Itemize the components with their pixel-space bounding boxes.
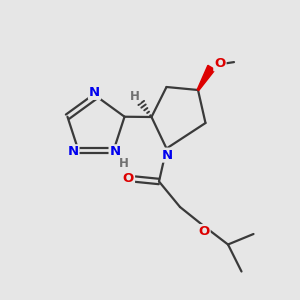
Polygon shape <box>197 65 215 91</box>
Text: O: O <box>123 172 134 185</box>
Text: N: N <box>89 86 100 99</box>
Text: N: N <box>110 145 121 158</box>
Text: N: N <box>161 148 173 162</box>
Text: H: H <box>119 157 129 170</box>
Text: O: O <box>198 225 210 238</box>
Text: N: N <box>68 145 79 158</box>
Text: H: H <box>130 89 140 103</box>
Text: O: O <box>214 57 226 70</box>
